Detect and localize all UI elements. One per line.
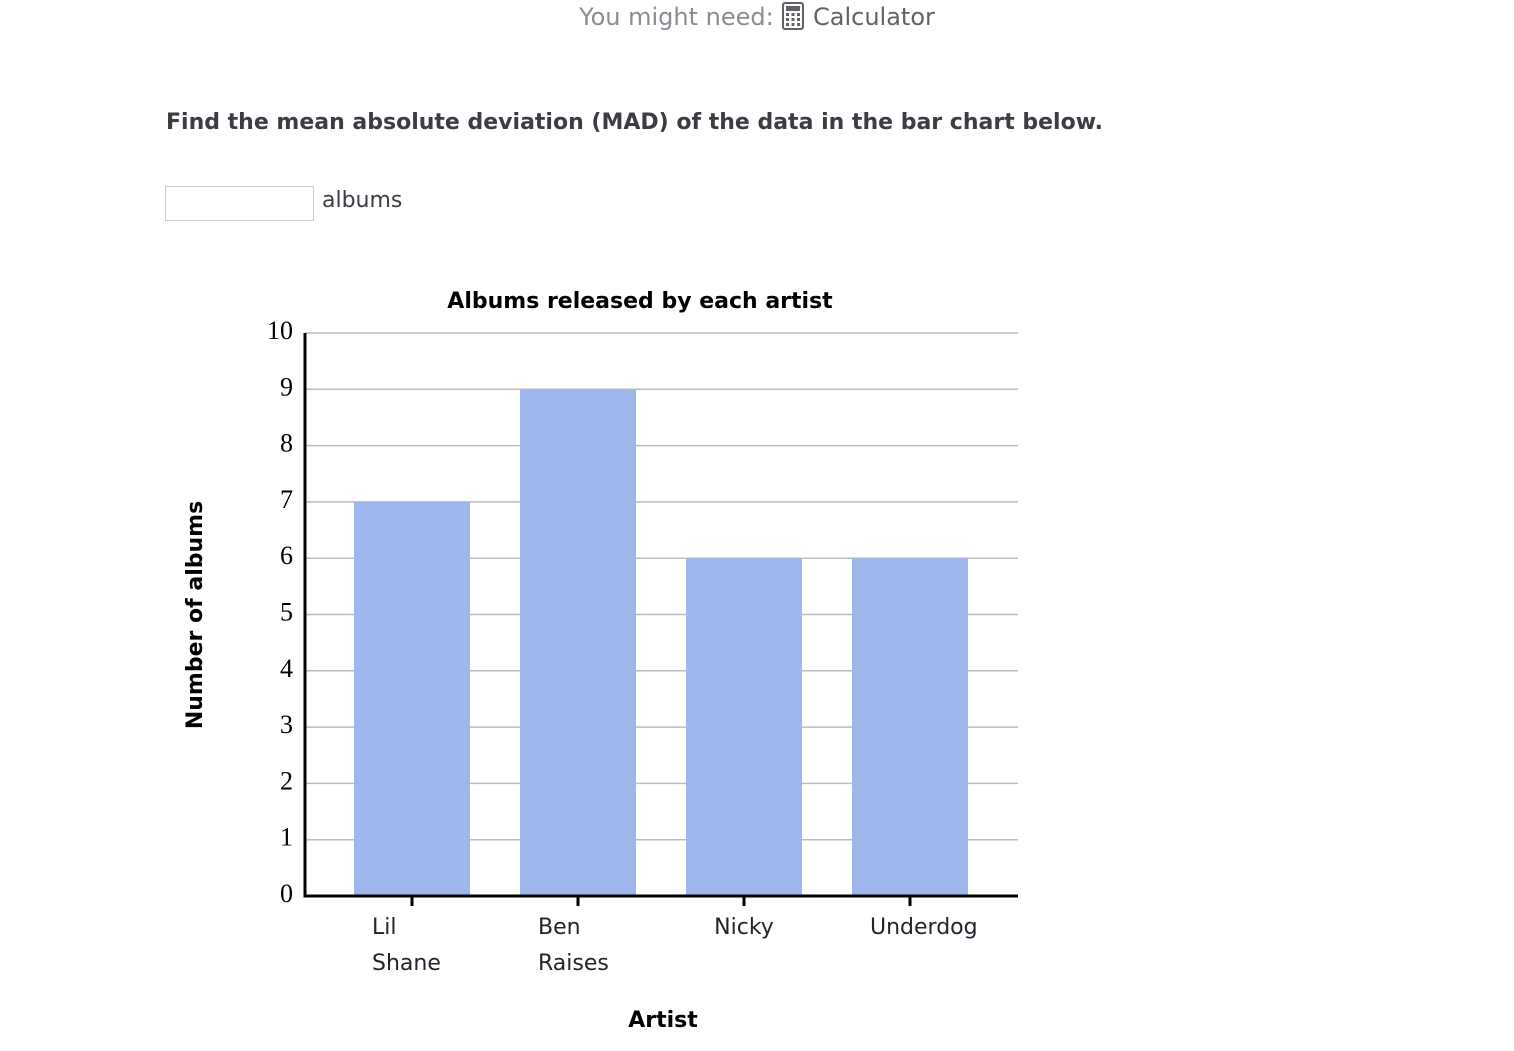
answer-input[interactable]	[165, 186, 314, 221]
prompt: You might need:	[579, 3, 774, 31]
x-tick-text: Ben Raises	[538, 915, 609, 976]
calculator-icon[interactable]	[781, 2, 805, 30]
x-tick-label: Nicky	[684, 910, 804, 946]
bar	[354, 501, 470, 896]
y-tick-label: 7	[280, 485, 293, 514]
y-tick-label: 10	[267, 316, 293, 345]
tool-bar: You might need: Calculator	[0, 2, 1514, 31]
chart-title: Albums released by each artist	[447, 289, 833, 314]
y-tick-label: 6	[280, 541, 293, 570]
x-tick-text: Nicky	[714, 915, 774, 940]
y-tick-label: 1	[280, 823, 293, 852]
bar	[686, 558, 802, 896]
x-tick-label: Ben Raises	[518, 910, 638, 982]
y-tick-label: 3	[280, 710, 293, 739]
y-axis-title: Number of albums	[183, 501, 208, 729]
y-tick-label: 9	[280, 372, 293, 401]
y-tick-label: 2	[280, 766, 293, 795]
x-axis-title: Artist	[628, 1008, 698, 1033]
calculator-link[interactable]: Calculator	[813, 3, 935, 31]
x-tick-text: Underdog	[870, 915, 978, 940]
bar	[852, 558, 968, 896]
y-tick-label: 4	[280, 654, 293, 683]
y-tick-label: 8	[280, 429, 293, 458]
x-tick-label: Lil Shane	[352, 910, 472, 982]
y-tick-label: 0	[280, 879, 293, 908]
x-tick-text: Lil Shane	[372, 915, 441, 976]
y-tick-label: 5	[280, 597, 293, 626]
answer-unit: albums	[322, 188, 403, 213]
question: Find the mean absolute deviation (MAD) o…	[166, 110, 1103, 135]
x-tick-label: Underdog	[850, 910, 978, 946]
bar	[520, 389, 636, 896]
